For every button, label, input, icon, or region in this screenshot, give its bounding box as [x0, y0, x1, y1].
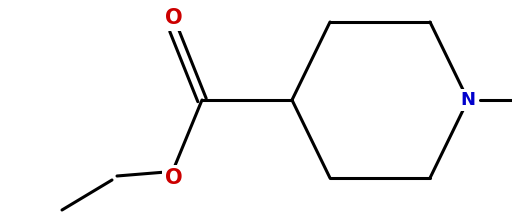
Text: O: O — [165, 168, 183, 188]
Text: O: O — [165, 8, 183, 28]
Text: N: N — [460, 91, 476, 109]
